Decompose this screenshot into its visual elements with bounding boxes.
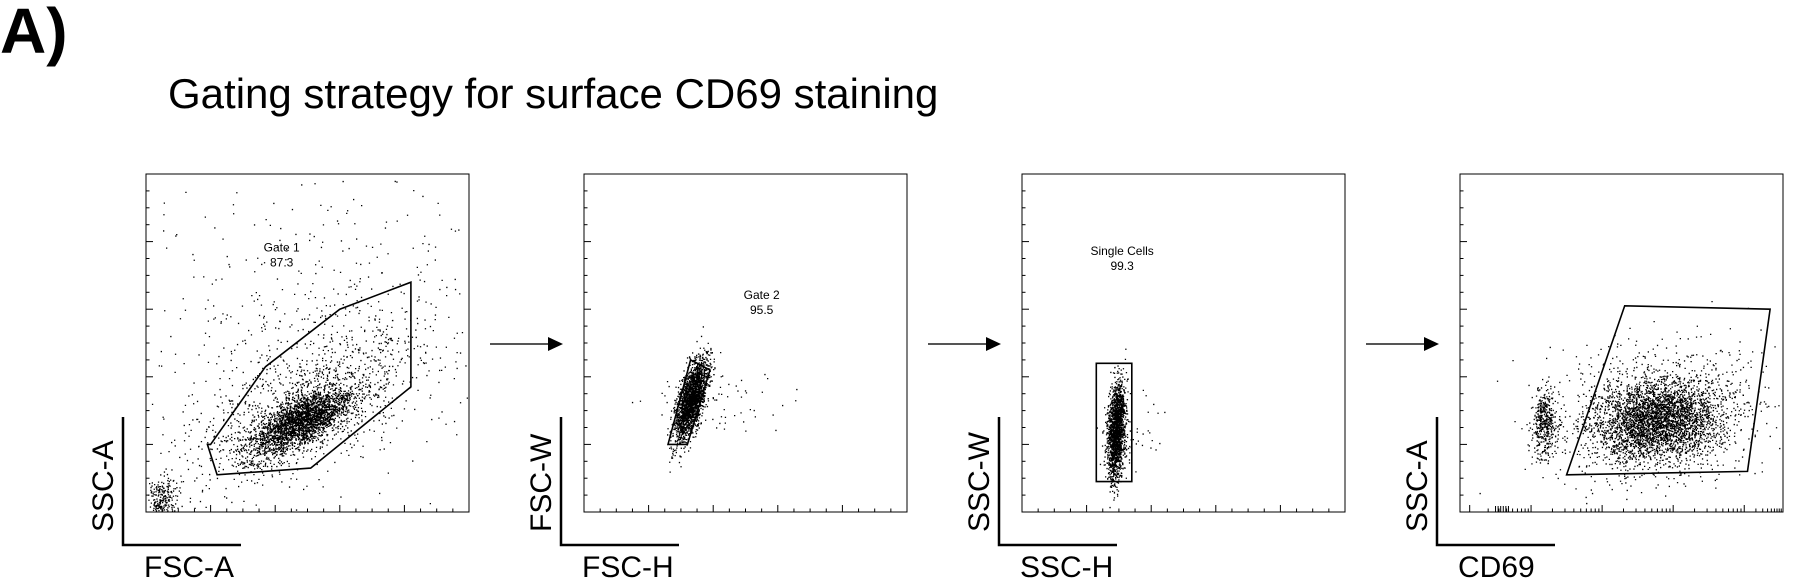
gate-outline bbox=[1565, 304, 1772, 476]
flow-arrow-2-to-3 bbox=[928, 337, 1001, 351]
gate-outline bbox=[206, 281, 412, 476]
gate-name: Gate 2 bbox=[744, 288, 780, 302]
gate-name: Gate 1 bbox=[264, 241, 300, 255]
arrow-head bbox=[986, 337, 1001, 351]
plot-2: Gate 295.5 FSC-H FSC-W bbox=[525, 173, 908, 578]
figure-title: Gating strategy for surface CD69 stainin… bbox=[168, 70, 939, 117]
y-axis-label: SSC-A bbox=[87, 440, 120, 532]
plot-frame bbox=[583, 173, 908, 513]
arrow-head bbox=[1424, 337, 1439, 351]
y-axis-label: SSC-W bbox=[963, 431, 996, 532]
gate-name: Single Cells bbox=[1090, 244, 1153, 258]
plot-4: CD69 SSC-A bbox=[1401, 173, 1784, 578]
y-axis-ticks bbox=[146, 173, 153, 513]
axis-indicator bbox=[121, 417, 241, 547]
x-axis-label: FSC-A bbox=[144, 551, 234, 578]
y-axis-ticks bbox=[1022, 173, 1029, 513]
y-axis-label: SSC-A bbox=[1401, 440, 1434, 532]
gate-outline bbox=[1095, 362, 1133, 483]
x-axis-ticks bbox=[1469, 505, 1782, 512]
plot-frame bbox=[1459, 173, 1784, 513]
plot-frame bbox=[145, 173, 470, 513]
x-axis-label: FSC-H bbox=[582, 551, 674, 578]
arrow-head bbox=[548, 337, 563, 351]
event-dots bbox=[1096, 348, 1166, 509]
panel-letter: A) bbox=[0, 0, 68, 67]
axis-indicator bbox=[559, 417, 679, 547]
y-axis-ticks bbox=[1460, 173, 1467, 513]
axis-indicator bbox=[1435, 417, 1555, 547]
x-axis-label: CD69 bbox=[1458, 551, 1535, 578]
y-axis-label: FSC-W bbox=[525, 433, 558, 532]
gate-percent: 99.3 bbox=[1110, 259, 1134, 273]
gate-outline bbox=[666, 358, 711, 446]
plot-frame bbox=[1021, 173, 1346, 513]
x-axis-ticks bbox=[1021, 505, 1346, 512]
x-axis-ticks bbox=[583, 505, 908, 512]
plot-1: Gate 187.3 FSC-A SSC-A bbox=[87, 173, 470, 578]
x-axis-label: SSC-H bbox=[1020, 551, 1113, 578]
flow-arrow-3-to-4 bbox=[1366, 337, 1439, 351]
event-dots bbox=[631, 326, 798, 473]
gate-percent: 95.5 bbox=[750, 303, 774, 317]
y-axis-ticks bbox=[584, 173, 591, 513]
gate-percent: 87.3 bbox=[270, 256, 294, 270]
flow-arrow-1-to-2 bbox=[490, 337, 563, 351]
axis-indicator bbox=[997, 417, 1117, 547]
